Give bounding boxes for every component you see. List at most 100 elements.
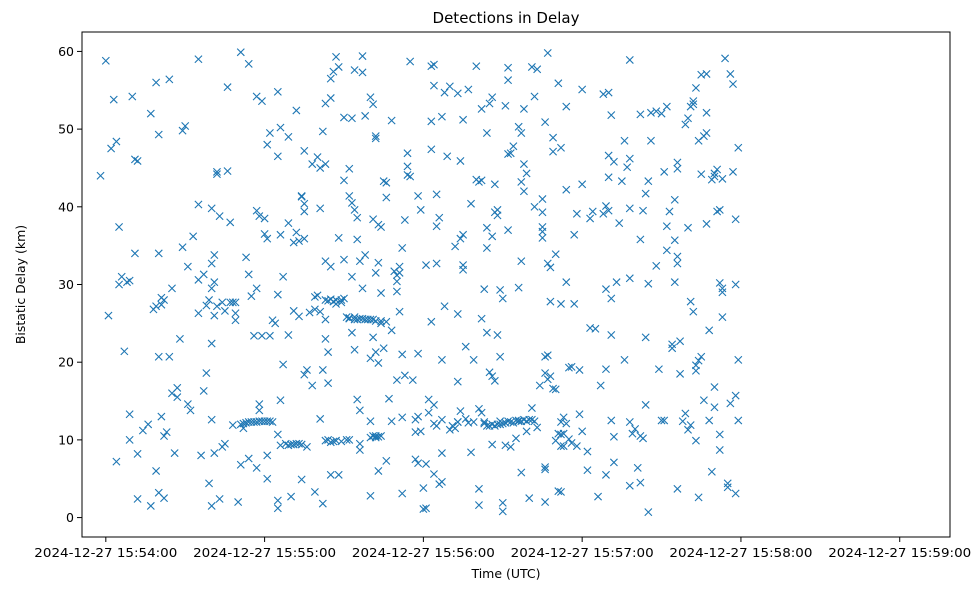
data-point: [612, 278, 621, 287]
data-point: [411, 455, 420, 464]
data-point: [384, 394, 393, 403]
data-point: [477, 104, 486, 113]
data-point: [437, 112, 446, 121]
data-point: [564, 435, 573, 444]
data-point: [459, 115, 468, 124]
data-point: [570, 230, 579, 239]
data-point: [432, 259, 441, 268]
data-point: [326, 94, 335, 103]
data-point: [498, 294, 507, 303]
data-point: [691, 436, 700, 445]
data-point: [318, 499, 327, 508]
data-point: [316, 414, 325, 423]
x-tick-label: 2024-12-27 15:55:00: [193, 545, 336, 560]
data-point: [128, 92, 137, 101]
data-point: [543, 351, 552, 360]
data-point: [326, 470, 335, 479]
x-tick-label: 2024-12-27 15:59:00: [828, 545, 971, 560]
data-point: [165, 352, 174, 361]
data-point: [498, 498, 507, 507]
data-point: [636, 478, 645, 487]
data-point: [167, 284, 176, 293]
data-point: [289, 238, 298, 247]
data-point: [371, 132, 380, 141]
data-point: [321, 160, 330, 169]
data-point: [554, 79, 563, 88]
data-point: [657, 416, 666, 425]
data-points: [96, 48, 743, 517]
x-axis-label: Time (UTC): [470, 566, 540, 581]
data-point: [723, 483, 732, 492]
data-point: [326, 262, 335, 271]
data-point: [215, 494, 224, 503]
data-point: [686, 421, 695, 430]
data-point: [702, 108, 711, 117]
y-tick-label: 50: [58, 122, 74, 137]
data-point: [369, 333, 378, 342]
data-point: [498, 419, 507, 428]
data-point: [625, 274, 634, 283]
data-point: [681, 120, 690, 129]
data-point: [144, 420, 153, 429]
data-point: [300, 370, 309, 379]
data-point: [482, 421, 491, 430]
data-point: [654, 365, 663, 374]
data-point: [504, 417, 513, 426]
data-point: [474, 501, 483, 510]
data-point: [207, 501, 216, 510]
data-point: [226, 218, 235, 227]
data-point: [713, 165, 722, 174]
data-point: [210, 311, 219, 320]
data-point: [504, 76, 513, 85]
data-point: [350, 345, 359, 354]
data-point: [287, 492, 296, 501]
data-point: [697, 170, 706, 179]
data-point: [443, 152, 452, 161]
data-point: [377, 289, 386, 298]
data-point: [181, 122, 190, 130]
data-point: [353, 213, 362, 222]
data-point: [469, 355, 478, 364]
data-point: [562, 419, 571, 428]
data-point: [313, 153, 322, 162]
data-point: [205, 479, 214, 488]
data-point: [467, 199, 476, 208]
data-point: [422, 504, 431, 513]
data-point: [236, 460, 245, 469]
data-point: [461, 342, 470, 351]
data-point: [355, 445, 364, 454]
data-point: [337, 437, 346, 446]
data-point: [501, 441, 510, 450]
data-point: [228, 298, 237, 307]
data-point: [395, 307, 404, 316]
data-point: [355, 257, 364, 266]
data-point: [292, 228, 301, 237]
data-point: [178, 243, 187, 252]
data-point: [601, 285, 610, 294]
data-point: [310, 487, 319, 496]
data-point: [684, 223, 693, 232]
data-point: [387, 326, 396, 335]
data-point: [300, 234, 309, 243]
data-point: [541, 465, 550, 474]
data-point: [337, 298, 346, 307]
data-point: [702, 129, 711, 137]
data-point: [726, 399, 735, 408]
data-point: [250, 331, 259, 340]
data-point: [673, 484, 682, 493]
data-point: [519, 104, 528, 113]
data-point: [284, 219, 293, 228]
data-point: [644, 508, 653, 517]
data-point: [339, 113, 348, 122]
data-point: [414, 412, 423, 421]
data-point: [512, 434, 520, 443]
data-point: [295, 439, 303, 448]
data-point: [506, 418, 515, 427]
data-point: [400, 371, 409, 380]
data-point: [355, 406, 364, 415]
data-point: [419, 484, 428, 493]
data-point: [279, 272, 288, 281]
data-point: [107, 144, 116, 153]
